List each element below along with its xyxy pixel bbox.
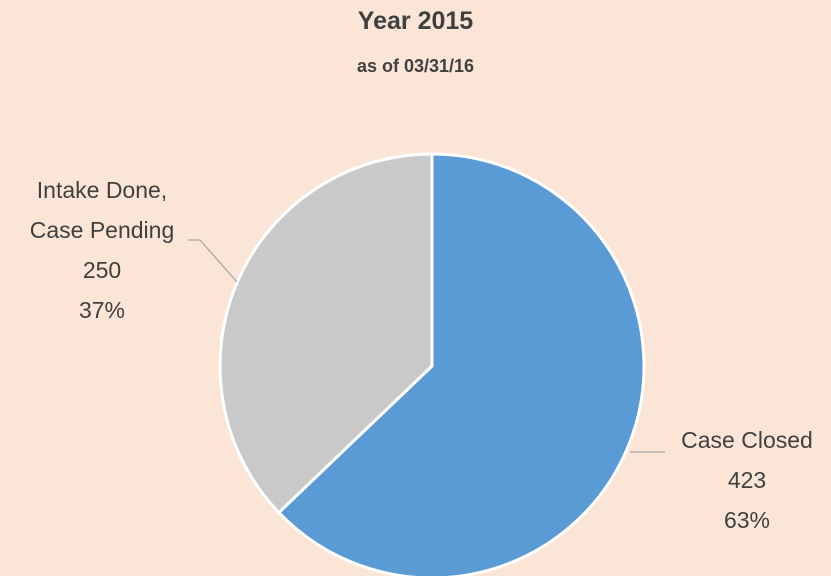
category-label: Case Closed (681, 427, 813, 453)
leader-line (188, 239, 238, 283)
percent-label: 37% (78, 297, 126, 323)
value-label: 423 (727, 467, 767, 493)
value-label: 250 (82, 257, 122, 283)
percent-label: 63% (723, 507, 771, 533)
chart-title: Year 2015 (357, 7, 474, 35)
pie-slice (218, 152, 434, 515)
chart-subtitle: as of 03/31/16 (356, 56, 475, 76)
category-label: Intake Done, Case Pending (29, 177, 175, 243)
pie-slice (276, 152, 646, 576)
